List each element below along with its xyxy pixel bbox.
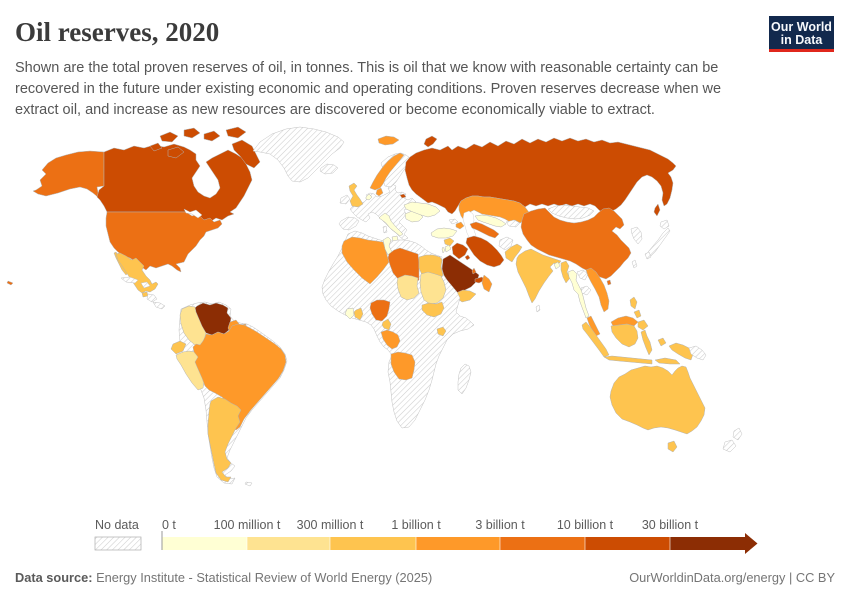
svg-text:10 billion t: 10 billion t bbox=[557, 518, 614, 532]
svg-text:No data: No data bbox=[95, 518, 139, 532]
svg-text:0 t: 0 t bbox=[162, 518, 176, 532]
svg-text:300 million t: 300 million t bbox=[297, 518, 364, 532]
svg-text:1 billion t: 1 billion t bbox=[391, 518, 441, 532]
svg-text:100 million t: 100 million t bbox=[214, 518, 281, 532]
svg-text:3 billion t: 3 billion t bbox=[475, 518, 525, 532]
svg-text:30 billion t: 30 billion t bbox=[642, 518, 699, 532]
